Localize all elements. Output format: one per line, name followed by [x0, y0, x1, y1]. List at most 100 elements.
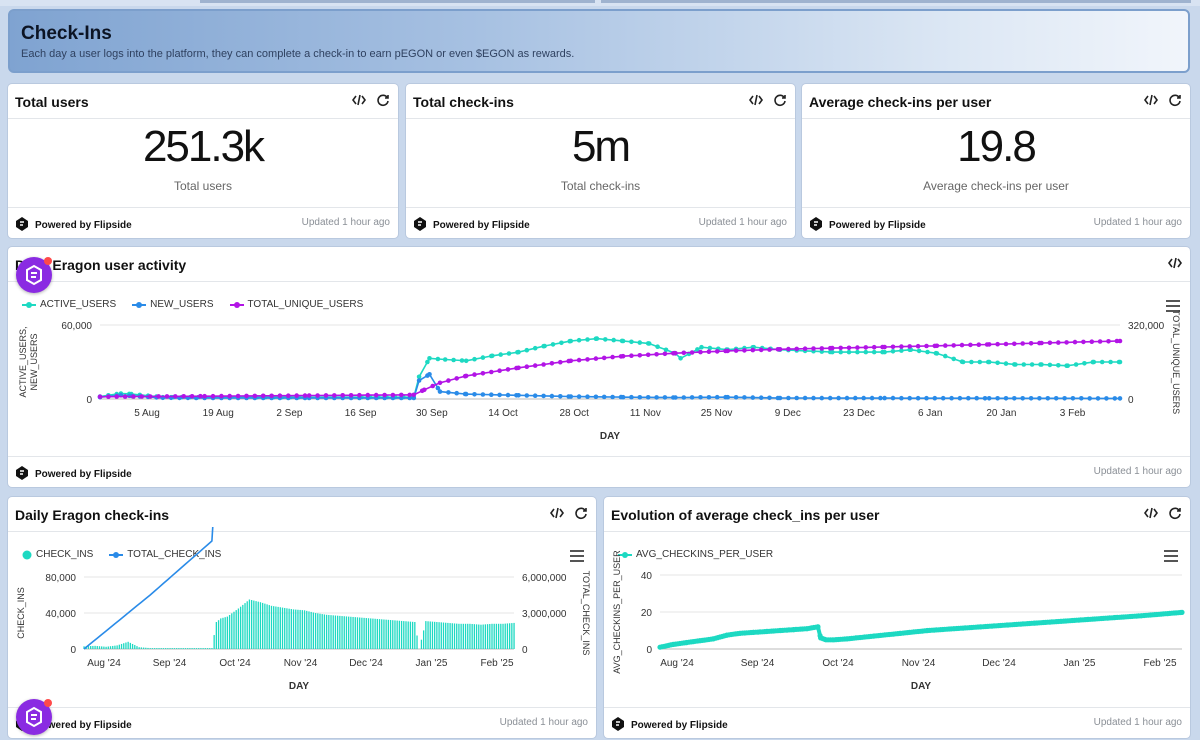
data-point	[620, 353, 626, 359]
bar-mark	[370, 618, 372, 649]
data-point	[1117, 359, 1123, 365]
code-icon[interactable]	[1144, 506, 1158, 520]
refresh-icon[interactable]	[574, 506, 588, 520]
code-icon[interactable]	[550, 506, 564, 520]
legend-item-active-users[interactable]: ACTIVE_USERS	[22, 299, 116, 310]
powered-by-link[interactable]: Powered by Flipside	[610, 716, 728, 735]
kpi-value: 251.3k	[142, 122, 265, 171]
data-point	[637, 340, 643, 345]
bar-mark	[449, 623, 451, 649]
refresh-icon[interactable]	[773, 93, 787, 107]
card-title: Total check-ins	[413, 94, 514, 110]
data-point	[943, 343, 948, 348]
data-point	[1087, 396, 1092, 401]
data-point	[454, 390, 460, 396]
bar-mark	[224, 617, 226, 649]
bar-mark	[473, 624, 476, 649]
data-point	[1073, 362, 1079, 367]
bar-mark	[259, 602, 262, 649]
bar-mark	[120, 643, 123, 649]
user-activity-card: Daily Eragon user activity ACTIVE_USERS …	[8, 247, 1190, 487]
refresh-icon[interactable]	[1168, 93, 1182, 107]
eragon-widget-button[interactable]	[16, 699, 52, 735]
bar-mark	[422, 630, 425, 649]
data-point	[794, 395, 799, 401]
data-point	[655, 344, 660, 349]
data-point	[1037, 396, 1042, 401]
data-point	[1095, 396, 1101, 401]
legend-item-total-check-ins[interactable]: TOTAL_CHECK_INS	[109, 549, 221, 560]
bar-mark	[438, 622, 440, 649]
bar-mark	[215, 622, 218, 649]
notification-dot	[44, 257, 52, 265]
menu-icon[interactable]	[1164, 549, 1178, 567]
code-icon[interactable]	[749, 93, 763, 107]
x-tick-label: 9 Dec	[775, 408, 801, 419]
bar-mark	[211, 648, 213, 649]
bar-mark	[484, 624, 487, 649]
data-point	[673, 350, 678, 356]
bar-mark	[167, 648, 169, 649]
legend-item-avg-checkins[interactable]: AVG_CHECKINS_PER_USER	[618, 549, 773, 560]
data-point	[662, 351, 668, 357]
data-point	[1108, 359, 1113, 365]
data-point	[516, 393, 521, 398]
legend-item-new-users[interactable]: NEW_USERS	[132, 299, 214, 310]
bar-mark	[160, 648, 162, 649]
data-point	[654, 352, 659, 357]
powered-by-link[interactable]: Powered by Flipside	[808, 216, 926, 235]
data-point	[878, 395, 883, 401]
bar-mark	[478, 624, 480, 649]
bar-mark	[348, 616, 350, 649]
data-point	[663, 347, 669, 353]
data-point	[855, 345, 860, 350]
kpi-label: Total check-ins	[560, 179, 641, 193]
bar-mark	[312, 612, 315, 649]
code-icon[interactable]	[352, 93, 366, 107]
bar-mark	[416, 635, 418, 649]
data-point	[698, 395, 703, 400]
y-tick-label: 40,000	[45, 609, 76, 620]
data-point	[949, 395, 954, 401]
bar-mark	[198, 648, 200, 649]
data-point	[1003, 361, 1009, 366]
menu-icon[interactable]	[570, 549, 584, 567]
eragon-widget-button[interactable]	[16, 257, 52, 293]
legend-item-total-unique-users[interactable]: TOTAL_UNIQUE_USERS	[229, 299, 363, 310]
y2-tick-label: 3,000,000	[522, 609, 567, 620]
refresh-icon[interactable]	[1168, 506, 1182, 520]
bar-mark	[290, 609, 292, 649]
bar-mark	[513, 622, 515, 649]
data-point	[382, 392, 387, 398]
legend-item-check-ins[interactable]: CHECK_INS	[22, 549, 93, 560]
data-point	[524, 364, 530, 369]
data-point	[594, 336, 600, 341]
powered-by-link[interactable]: Powered by Flipside	[14, 216, 132, 235]
data-point	[472, 356, 477, 362]
powered-by-link[interactable]: Powered by Flipside	[14, 465, 132, 484]
y2-axis-title: TOTAL_UNIQUE_USERS	[1171, 310, 1181, 414]
bar-mark	[90, 646, 92, 649]
powered-by-text: Powered by Flipside	[35, 220, 132, 231]
data-point	[156, 394, 161, 399]
code-icon[interactable]	[1144, 93, 1158, 107]
bar-mark	[493, 623, 495, 649]
refresh-icon[interactable]	[376, 93, 390, 107]
powered-by-link[interactable]: Powered by Flipside	[412, 216, 530, 235]
data-point	[758, 347, 764, 353]
data-point	[568, 358, 574, 364]
data-point	[689, 395, 695, 400]
x-tick-label: Jan '25	[416, 658, 448, 669]
bar-mark	[497, 623, 500, 649]
bar-mark	[367, 618, 370, 649]
code-icon[interactable]	[1168, 256, 1182, 270]
bar-mark	[178, 648, 180, 649]
data-point	[1056, 340, 1061, 345]
data-point	[332, 393, 337, 398]
menu-icon[interactable]	[1166, 299, 1180, 317]
bar-mark	[145, 647, 147, 649]
data-point	[982, 396, 988, 401]
bar-mark	[464, 623, 467, 649]
data-point	[585, 337, 590, 342]
bar-mark	[462, 623, 464, 649]
